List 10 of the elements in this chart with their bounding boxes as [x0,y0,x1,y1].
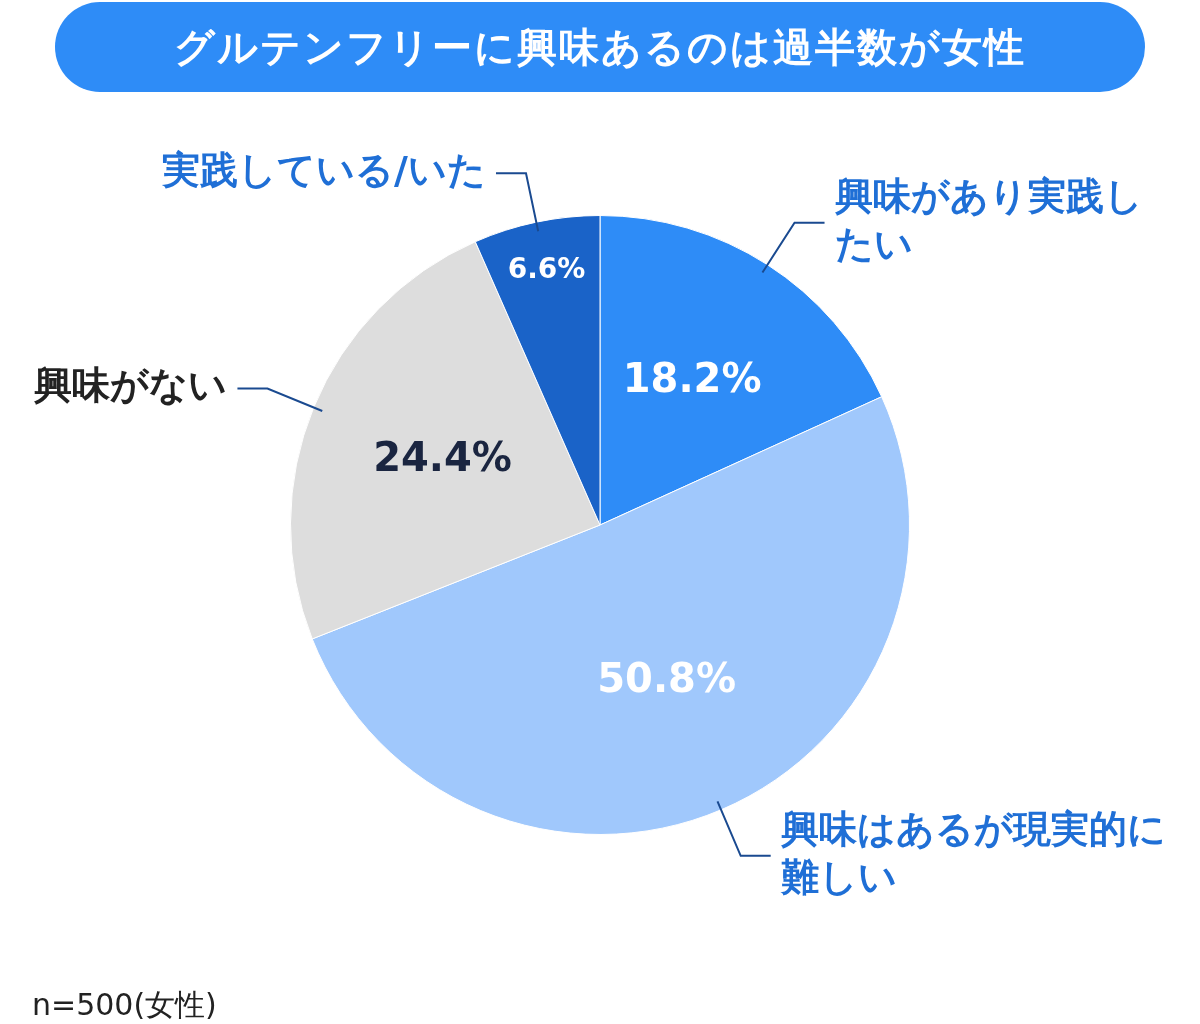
data-label: 24.4% [373,433,512,480]
slice-label: 興味はあるが現実的に難しい [779,806,1166,899]
slice-label: 実践している/いた [161,148,486,193]
slice-label: 興味がない [33,363,228,408]
data-label: 18.2% [622,355,762,402]
data-label: 50.8% [597,655,737,702]
data-label: 6.6% [507,251,586,285]
text: n=500(女性) [32,986,217,1024]
chart-title: グルテンフリーに興味あるのは過半数が女性 [55,2,1145,92]
slice-label: 興味があり実践したい [833,173,1143,266]
